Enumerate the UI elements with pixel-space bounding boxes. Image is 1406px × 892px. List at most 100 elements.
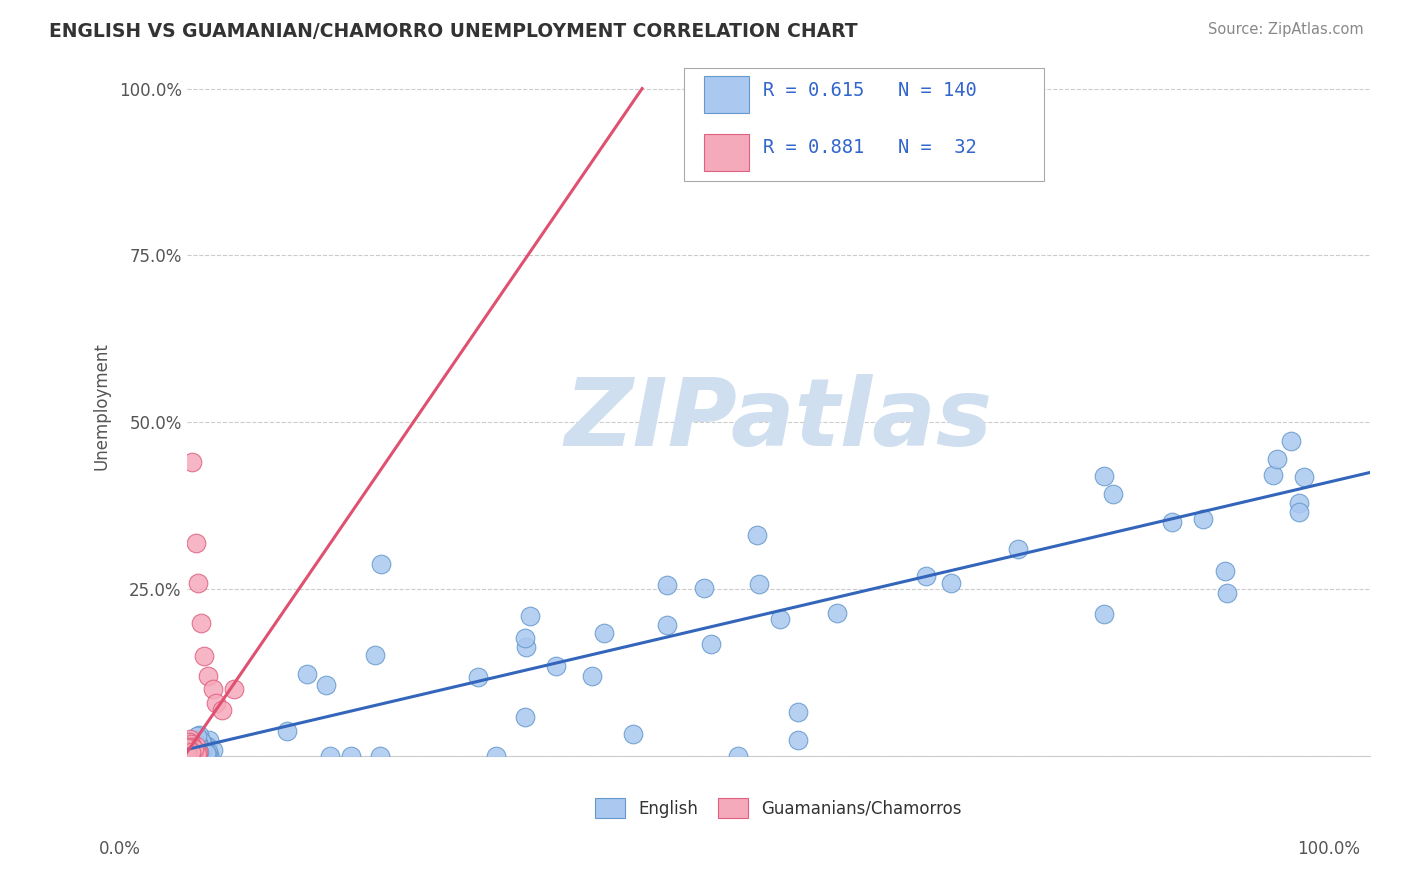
Point bbox=[368, 749, 391, 764]
Point bbox=[179, 735, 201, 749]
Point bbox=[205, 696, 228, 710]
Point bbox=[181, 740, 204, 755]
Point bbox=[176, 742, 198, 756]
Point bbox=[693, 581, 716, 595]
Point bbox=[176, 747, 198, 762]
Point bbox=[1288, 505, 1310, 519]
Point bbox=[198, 733, 221, 747]
Point bbox=[193, 745, 215, 759]
Point bbox=[177, 743, 200, 757]
Point bbox=[183, 747, 205, 762]
Text: R = 0.615   N = 140: R = 0.615 N = 140 bbox=[763, 80, 977, 100]
Point bbox=[183, 748, 205, 763]
Point bbox=[186, 746, 208, 760]
Point bbox=[184, 745, 207, 759]
FancyBboxPatch shape bbox=[683, 68, 1045, 181]
Point bbox=[186, 748, 208, 763]
Point bbox=[183, 742, 205, 756]
Point bbox=[915, 568, 938, 582]
Point bbox=[179, 746, 201, 760]
Point bbox=[180, 746, 202, 760]
Point bbox=[195, 747, 218, 761]
Point bbox=[190, 734, 212, 748]
Point bbox=[191, 744, 214, 758]
Point bbox=[181, 747, 204, 761]
Point bbox=[186, 740, 208, 755]
Point bbox=[181, 455, 204, 469]
Point bbox=[181, 747, 204, 761]
Point bbox=[181, 743, 204, 757]
Point bbox=[657, 578, 679, 592]
Point bbox=[1213, 564, 1236, 578]
Point bbox=[1161, 515, 1184, 529]
Point bbox=[745, 528, 768, 542]
Point bbox=[467, 670, 489, 684]
Text: Source: ZipAtlas.com: Source: ZipAtlas.com bbox=[1208, 22, 1364, 37]
Point bbox=[179, 746, 201, 760]
Text: 0.0%: 0.0% bbox=[98, 840, 141, 858]
Point bbox=[177, 746, 200, 760]
Point bbox=[181, 746, 204, 760]
Point bbox=[1279, 434, 1302, 448]
Point bbox=[176, 747, 198, 762]
Point bbox=[825, 606, 848, 620]
Point bbox=[180, 736, 202, 750]
Point bbox=[181, 749, 204, 764]
Point bbox=[177, 747, 200, 761]
Point bbox=[177, 741, 200, 756]
Point bbox=[581, 669, 603, 683]
Point bbox=[176, 741, 198, 756]
Point bbox=[201, 682, 224, 697]
Point bbox=[1261, 468, 1284, 483]
Point bbox=[315, 678, 337, 692]
Point bbox=[211, 702, 233, 716]
Point bbox=[184, 740, 207, 755]
Point bbox=[544, 659, 567, 673]
Point bbox=[187, 747, 209, 761]
Point bbox=[179, 748, 201, 763]
Point bbox=[176, 740, 198, 755]
Point bbox=[187, 743, 209, 757]
Point bbox=[370, 557, 392, 571]
Point bbox=[187, 575, 209, 590]
Point bbox=[179, 743, 201, 757]
Text: 100.0%: 100.0% bbox=[1298, 840, 1360, 858]
Point bbox=[184, 747, 207, 761]
Point bbox=[176, 747, 198, 762]
Point bbox=[202, 743, 225, 757]
Point bbox=[519, 608, 541, 623]
Point bbox=[1288, 496, 1310, 510]
Point bbox=[655, 618, 678, 632]
Point bbox=[183, 749, 205, 764]
Point bbox=[180, 743, 202, 757]
Point bbox=[727, 749, 749, 764]
Point bbox=[184, 747, 207, 761]
Point bbox=[1215, 585, 1237, 599]
Point bbox=[177, 743, 200, 757]
Point bbox=[177, 748, 200, 763]
Point bbox=[1265, 452, 1288, 467]
Point bbox=[188, 748, 211, 763]
Point bbox=[176, 748, 198, 763]
Point bbox=[187, 745, 209, 759]
Point bbox=[183, 746, 205, 760]
Point bbox=[190, 746, 212, 760]
Point bbox=[195, 747, 218, 761]
Point bbox=[186, 741, 208, 756]
Point bbox=[191, 738, 214, 752]
Point bbox=[190, 739, 212, 753]
Point bbox=[180, 742, 202, 756]
Point bbox=[177, 741, 200, 756]
Point bbox=[941, 575, 963, 590]
Point bbox=[184, 745, 207, 759]
Point bbox=[177, 745, 200, 759]
Point bbox=[186, 740, 208, 755]
Point bbox=[183, 738, 205, 752]
Point bbox=[184, 747, 207, 761]
Point bbox=[179, 747, 201, 761]
Point bbox=[191, 745, 214, 759]
Point bbox=[181, 746, 204, 760]
Point bbox=[183, 736, 205, 750]
Text: ZIPatlas: ZIPatlas bbox=[564, 374, 993, 466]
Point bbox=[177, 741, 200, 756]
